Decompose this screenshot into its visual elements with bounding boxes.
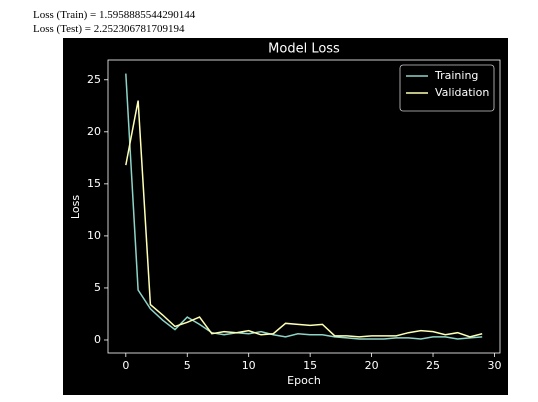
legend-label: Validation [435, 86, 489, 99]
axes-frame [107, 59, 501, 354]
y-tick-label: 5 [94, 281, 101, 294]
x-tick-label: 5 [184, 359, 191, 372]
y-axis-label: Loss [69, 195, 82, 219]
x-tick-label: 10 [242, 359, 256, 372]
x-tick-label: 25 [426, 359, 440, 372]
y-tick-label: 0 [94, 333, 101, 346]
y-tick-label: 10 [87, 229, 101, 242]
x-tick-label: 20 [365, 359, 379, 372]
line [125, 100, 483, 338]
loss-train: Loss (Train) = 1.5958885544290144 [33, 9, 196, 21]
loss-test: Loss (Test) = 2.252306781709194 [33, 23, 185, 35]
y-tick-label: 20 [87, 125, 101, 138]
x-tick-label: 30 [487, 359, 501, 372]
chart-title: Model Loss [268, 42, 340, 57]
y-tick-label: 15 [87, 177, 101, 190]
y-tick-label: 25 [87, 73, 101, 86]
x-tick-label: 15 [303, 359, 317, 372]
line [125, 73, 483, 340]
x-tick-label: 0 [122, 359, 129, 372]
x-axis-label: Epoch [287, 374, 321, 387]
legend-label: Training [434, 69, 478, 82]
